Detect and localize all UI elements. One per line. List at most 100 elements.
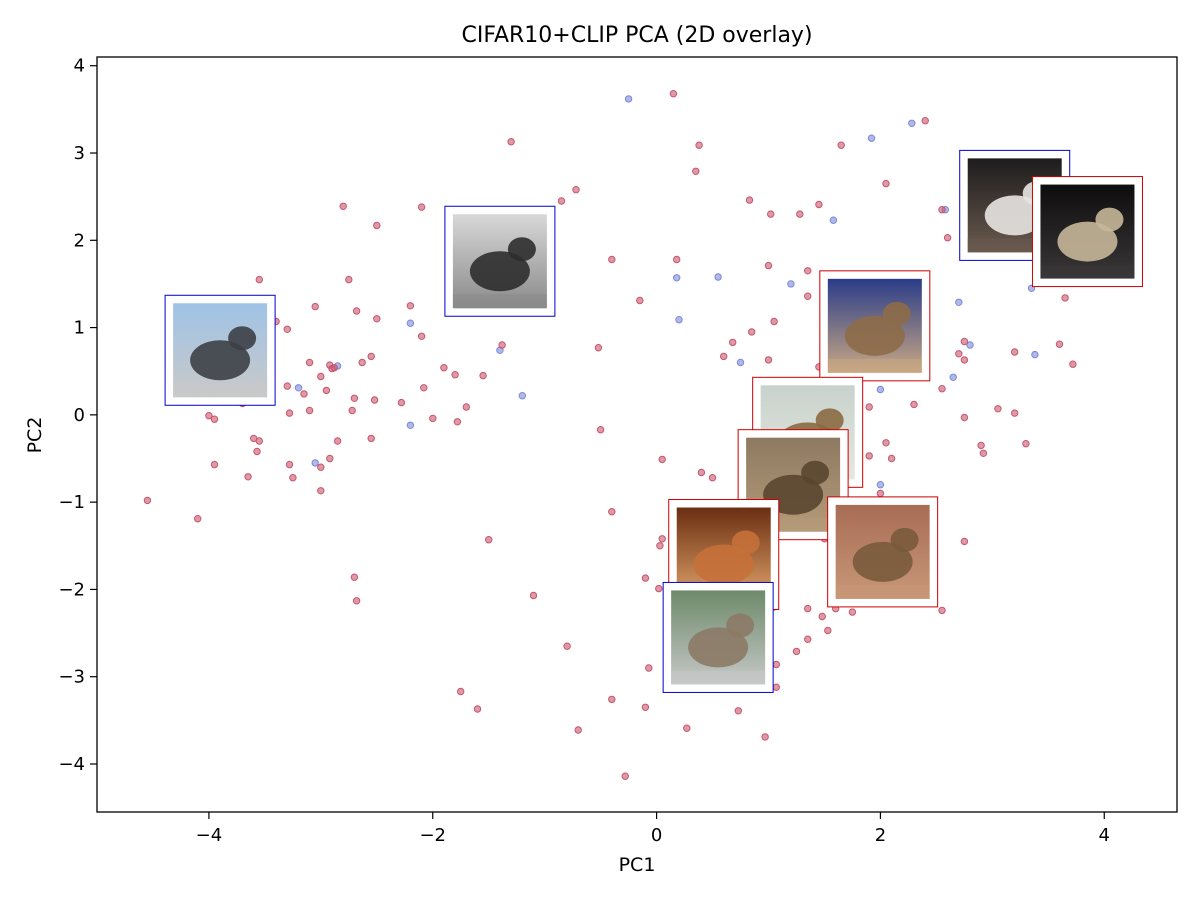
data-point bbox=[294, 384, 303, 392]
thumbnail-subject-body bbox=[844, 315, 905, 356]
data-point bbox=[350, 573, 359, 581]
data-point bbox=[658, 455, 666, 464]
data-point bbox=[636, 296, 644, 305]
y-tick-label: −1 bbox=[58, 492, 85, 513]
data-point bbox=[557, 197, 566, 205]
data-point bbox=[317, 487, 325, 495]
data-point bbox=[955, 350, 963, 358]
data-point bbox=[960, 337, 969, 346]
data-point bbox=[708, 474, 717, 482]
thumbnail-cat bbox=[819, 270, 931, 382]
y-tick-label: 0 bbox=[74, 405, 85, 426]
thumbnail-truck bbox=[164, 294, 276, 406]
data-point bbox=[645, 664, 653, 672]
data-point bbox=[317, 372, 325, 381]
data-point bbox=[955, 298, 963, 306]
thumbnail-ground bbox=[827, 358, 922, 373]
data-point bbox=[345, 275, 353, 284]
data-point bbox=[326, 454, 334, 463]
data-point bbox=[876, 489, 885, 498]
thumbnails-layer bbox=[164, 149, 1143, 693]
data-point bbox=[1031, 350, 1039, 359]
data-point bbox=[865, 452, 873, 460]
data-point bbox=[210, 460, 219, 469]
data-point bbox=[358, 358, 366, 367]
data-point bbox=[748, 328, 756, 336]
plot-area bbox=[96, 56, 1178, 813]
data-point bbox=[736, 358, 745, 367]
data-point bbox=[574, 726, 582, 734]
data-point bbox=[608, 695, 616, 704]
x-tick-label: 2 bbox=[875, 825, 886, 846]
data-point bbox=[143, 496, 152, 505]
data-point bbox=[255, 437, 263, 445]
data-point bbox=[397, 398, 406, 407]
data-point bbox=[305, 358, 314, 367]
data-point bbox=[253, 447, 261, 456]
data-point bbox=[473, 705, 482, 713]
data-point bbox=[960, 356, 969, 364]
data-point bbox=[507, 138, 515, 146]
thumbnail-subject-head bbox=[731, 530, 760, 555]
data-point bbox=[621, 772, 629, 780]
thumbnail-subject-head bbox=[815, 408, 844, 433]
data-point bbox=[285, 409, 294, 417]
thumbnail-subject-body bbox=[984, 195, 1045, 236]
data-point bbox=[787, 280, 795, 288]
data-point bbox=[498, 341, 506, 349]
data-point bbox=[529, 591, 538, 600]
data-point bbox=[658, 535, 666, 543]
data-point bbox=[300, 390, 308, 398]
data-point bbox=[669, 90, 678, 98]
y-tick-label: 2 bbox=[74, 230, 85, 251]
data-point bbox=[876, 481, 885, 489]
data-point bbox=[479, 371, 487, 380]
data-point bbox=[734, 707, 742, 715]
data-point bbox=[594, 344, 603, 352]
data-point bbox=[697, 468, 706, 477]
chart-title: CIFAR10+CLIP PCA (2D overlay) bbox=[461, 23, 812, 48]
data-point bbox=[194, 515, 202, 523]
data-point bbox=[596, 426, 605, 434]
data-point bbox=[764, 356, 773, 364]
data-point bbox=[772, 683, 780, 691]
data-point bbox=[373, 315, 381, 323]
data-point bbox=[608, 508, 616, 516]
x-tick-label: 0 bbox=[651, 825, 662, 846]
data-point bbox=[815, 200, 823, 209]
data-point bbox=[692, 167, 700, 176]
data-point bbox=[804, 635, 812, 643]
thumbnail-subject-body bbox=[469, 251, 530, 292]
data-point bbox=[1069, 360, 1077, 368]
data-point bbox=[348, 406, 356, 415]
data-point bbox=[804, 267, 812, 275]
data-point bbox=[960, 537, 969, 546]
thumbnail-subject-body bbox=[852, 541, 913, 582]
thumbnail-subject-body bbox=[1057, 221, 1118, 262]
data-point bbox=[420, 384, 428, 392]
data-point bbox=[745, 196, 754, 204]
data-point bbox=[865, 403, 873, 411]
data-point bbox=[796, 210, 804, 218]
data-point bbox=[1011, 409, 1019, 417]
thumbnail-subject-head bbox=[507, 237, 536, 262]
data-point bbox=[317, 463, 325, 471]
data-point bbox=[792, 647, 801, 656]
data-point bbox=[1022, 440, 1030, 448]
data-point bbox=[960, 413, 969, 422]
data-point bbox=[283, 325, 291, 333]
data-point bbox=[824, 626, 832, 635]
thumbnail-subject-body bbox=[190, 340, 251, 381]
data-point bbox=[406, 319, 415, 327]
data-point bbox=[283, 382, 291, 390]
data-point bbox=[882, 439, 890, 447]
data-point bbox=[729, 338, 737, 347]
x-tick-label: 4 bbox=[1099, 825, 1110, 846]
data-point bbox=[761, 733, 769, 741]
data-point bbox=[714, 273, 722, 281]
data-point bbox=[311, 459, 319, 467]
data-point bbox=[804, 292, 812, 300]
data-point bbox=[683, 724, 691, 732]
plot-frame bbox=[96, 56, 1178, 813]
y-axis-ticks: −4 −3 −2 −1 0 1 2 3 4 bbox=[58, 56, 97, 775]
